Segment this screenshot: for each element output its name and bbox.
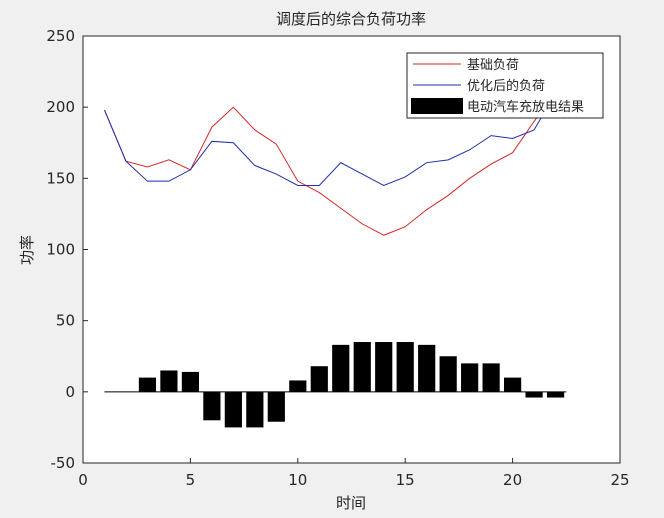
legend-label: 优化后的负荷 <box>467 78 545 94</box>
y-tick-label: 250 <box>46 27 75 45</box>
legend-label: 基础负荷 <box>467 58 519 73</box>
bar <box>138 377 157 392</box>
bar <box>203 391 221 421</box>
y-tick-label: 100 <box>46 241 75 259</box>
bar <box>332 344 350 392</box>
x-tick-label: 5 <box>186 471 196 489</box>
y-tick-label: 150 <box>46 169 75 187</box>
x-axis-label: 时间 <box>336 494 366 512</box>
bar <box>396 342 414 392</box>
x-tick-label: 20 <box>503 471 522 489</box>
bar <box>525 391 543 398</box>
x-tick-label: 10 <box>288 471 307 489</box>
bar <box>375 342 393 392</box>
x-tick-label: 25 <box>610 471 629 489</box>
y-tick-label: -50 <box>51 454 76 472</box>
y-tick-label: 0 <box>65 383 75 401</box>
bar <box>439 356 457 392</box>
bar <box>546 391 565 398</box>
bar <box>482 363 500 392</box>
bar <box>246 391 264 428</box>
axes: 0 5 10 15 20 25-50050100150200250基础负荷优化后的负荷电动… <box>46 27 629 489</box>
bar <box>418 344 436 392</box>
bar <box>289 380 307 392</box>
y-tick-label: 50 <box>56 312 75 330</box>
bar <box>224 391 242 428</box>
bar <box>160 370 178 392</box>
bar <box>310 366 328 392</box>
bar <box>353 342 371 392</box>
x-tick-label: 15 <box>396 471 415 489</box>
bar <box>461 363 479 392</box>
plot <box>104 92 567 428</box>
line-series <box>104 92 556 186</box>
legend-label: 电动汽车充放电结果 <box>467 99 584 115</box>
x-tick-label: 0 <box>78 471 88 489</box>
chart-title: 调度后的综合负荷功率 <box>276 10 426 28</box>
legend-swatch <box>411 98 463 114</box>
y-axis-label: 功率 <box>18 235 36 265</box>
line-series <box>104 92 556 236</box>
y-tick-label: 200 <box>46 98 75 116</box>
bar <box>504 377 522 392</box>
bar <box>267 391 285 422</box>
bar <box>181 371 199 392</box>
